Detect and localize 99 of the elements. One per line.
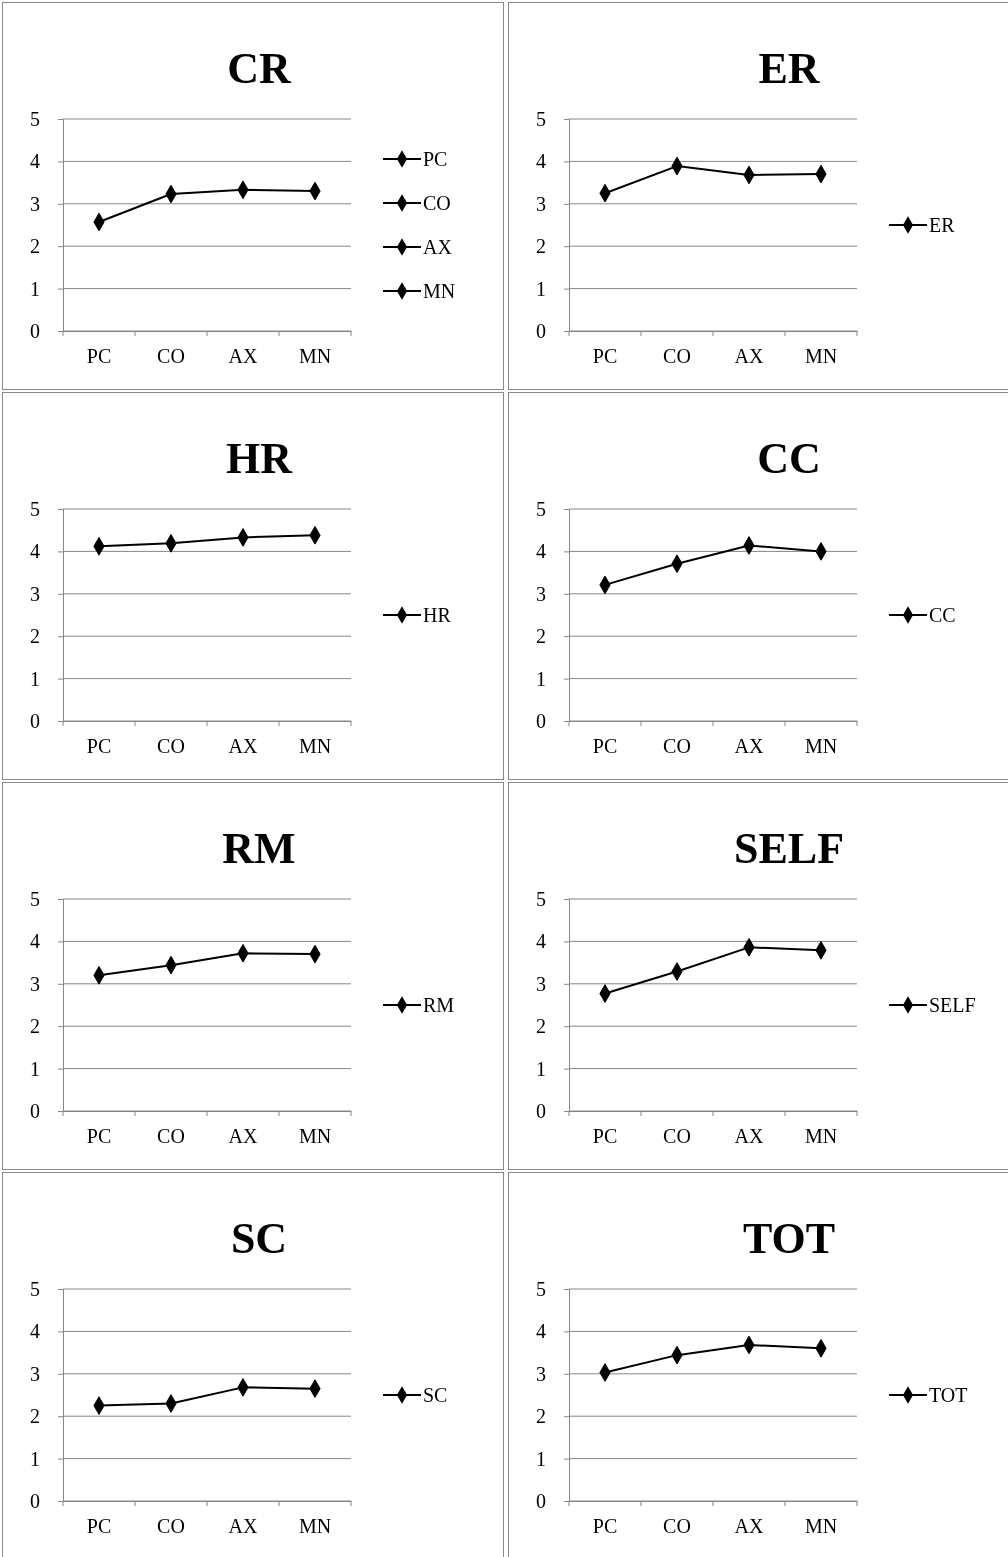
y-tick-label: 1: [30, 667, 40, 690]
y-tick-label: 0: [30, 1489, 40, 1512]
x-tick-label: MN: [298, 1125, 332, 1148]
x-tick-label: AX: [734, 735, 764, 758]
x-tick-label: PC: [86, 1125, 112, 1148]
x-tick-label: MN: [298, 345, 332, 368]
y-tick-label: 2: [30, 625, 40, 648]
y-tick-label: 5: [30, 1277, 40, 1300]
x-tick-label: MN: [298, 1515, 332, 1538]
x-tick-label: PC: [592, 345, 618, 368]
legend-label: HR: [423, 604, 452, 626]
y-tick-label: 4: [30, 1320, 40, 1343]
legend-label: SELF: [929, 994, 976, 1016]
y-tick-label: 1: [30, 1447, 40, 1470]
y-tick-label: 1: [536, 667, 546, 690]
y-tick-label: 5: [536, 887, 546, 910]
legend-label: RM: [423, 994, 455, 1016]
x-tick-label: CO: [157, 345, 185, 368]
x-tick-label: CO: [157, 1125, 185, 1148]
chart-title: HR: [226, 434, 294, 483]
y-tick-label: 2: [30, 1015, 40, 1038]
y-tick-label: 1: [30, 277, 40, 300]
y-tick-label: 0: [536, 1489, 546, 1512]
y-tick-label: 0: [536, 319, 546, 342]
y-tick-label: 2: [536, 235, 546, 258]
chart-title: CR: [227, 44, 292, 93]
legend-label: TOT: [929, 1384, 968, 1406]
x-tick-label: AX: [734, 1125, 764, 1148]
y-tick-label: 5: [536, 497, 546, 520]
y-tick-label: 2: [536, 1015, 546, 1038]
x-tick-label: CO: [663, 345, 691, 368]
x-tick-label: AX: [228, 1125, 258, 1148]
x-tick-label: AX: [228, 345, 258, 368]
y-tick-label: 4: [30, 150, 40, 173]
x-tick-label: PC: [86, 345, 112, 368]
x-tick-label: PC: [86, 735, 112, 758]
y-tick-label: 4: [30, 540, 40, 563]
chart-title: SELF: [733, 824, 845, 873]
x-tick-label: AX: [228, 1515, 258, 1538]
y-tick-label: 1: [536, 1057, 546, 1080]
y-tick-label: 4: [536, 540, 546, 563]
x-tick-label: MN: [298, 735, 332, 758]
y-tick-label: 4: [536, 150, 546, 173]
y-tick-label: 4: [536, 1320, 546, 1343]
x-tick-label: MN: [804, 735, 838, 758]
legend-label: MN: [423, 280, 456, 302]
x-tick-label: AX: [734, 345, 764, 368]
y-tick-label: 3: [30, 582, 40, 605]
y-tick-label: 0: [536, 1099, 546, 1122]
legend-label: ER: [929, 214, 956, 236]
legend-label: PC: [423, 148, 448, 170]
x-tick-label: PC: [86, 1515, 112, 1538]
y-tick-label: 1: [536, 1447, 546, 1470]
chart-title: TOT: [742, 1214, 836, 1263]
y-tick-label: 5: [30, 107, 40, 130]
y-tick-label: 3: [536, 192, 546, 215]
x-tick-label: PC: [592, 1125, 618, 1148]
legend-label: CO: [423, 192, 451, 214]
y-tick-label: 1: [30, 1057, 40, 1080]
x-tick-label: MN: [804, 1125, 838, 1148]
legend-label: CC: [929, 604, 956, 626]
x-tick-label: PC: [592, 1515, 618, 1538]
y-tick-label: 3: [30, 1362, 40, 1385]
x-tick-label: MN: [804, 345, 838, 368]
y-tick-label: 5: [30, 497, 40, 520]
y-tick-label: 2: [536, 625, 546, 648]
y-tick-label: 4: [30, 930, 40, 953]
y-tick-label: 2: [536, 1405, 546, 1428]
y-tick-label: 3: [536, 582, 546, 605]
y-tick-label: 0: [30, 1099, 40, 1122]
x-tick-label: CO: [663, 1125, 691, 1148]
x-tick-label: AX: [734, 1515, 764, 1538]
chart-title: RM: [222, 824, 296, 873]
y-tick-label: 2: [30, 1405, 40, 1428]
y-tick-label: 0: [30, 709, 40, 732]
x-tick-label: CO: [663, 1515, 691, 1538]
x-tick-label: PC: [592, 735, 618, 758]
y-tick-label: 5: [536, 1277, 546, 1300]
y-tick-label: 3: [536, 1362, 546, 1385]
y-tick-label: 3: [30, 192, 40, 215]
x-tick-label: CO: [663, 735, 691, 758]
y-tick-label: 5: [536, 107, 546, 130]
y-tick-label: 0: [30, 319, 40, 342]
y-tick-label: 5: [30, 887, 40, 910]
y-tick-label: 2: [30, 235, 40, 258]
legend-label: SC: [423, 1384, 448, 1406]
x-tick-label: AX: [228, 735, 258, 758]
y-tick-label: 0: [536, 709, 546, 732]
x-tick-label: CO: [157, 1515, 185, 1538]
y-tick-label: 3: [30, 972, 40, 995]
y-tick-label: 1: [536, 277, 546, 300]
x-tick-label: CO: [157, 735, 185, 758]
y-tick-label: 3: [536, 972, 546, 995]
chart-title: CC: [757, 434, 821, 483]
legend-label: AX: [423, 236, 453, 258]
chart-title: ER: [758, 44, 821, 93]
x-tick-label: MN: [804, 1515, 838, 1538]
chart-title: SC: [230, 1214, 288, 1263]
y-tick-label: 4: [536, 930, 546, 953]
